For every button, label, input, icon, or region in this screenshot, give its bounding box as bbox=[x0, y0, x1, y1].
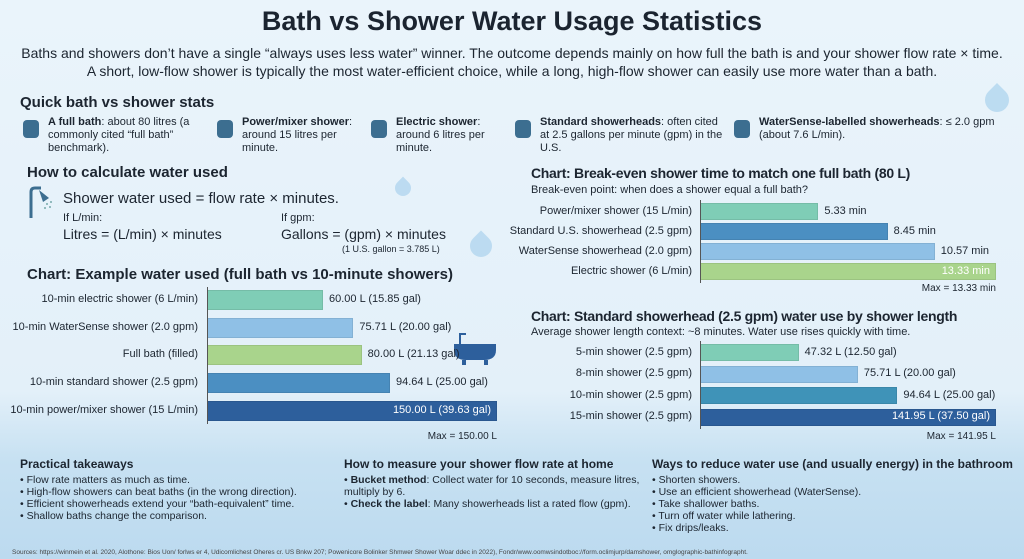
calc-heading: How to calculate water used bbox=[27, 164, 228, 181]
bar bbox=[700, 243, 935, 260]
chart2-title: Chart: Break-even shower time to match o… bbox=[531, 165, 911, 181]
bathtub-icon bbox=[454, 333, 496, 365]
quick-stat-item: Power/mixer shower: around 15 litres per… bbox=[214, 116, 364, 155]
calc-gpm-label: If gpm: bbox=[281, 212, 315, 224]
bar-value-label: 13.33 min bbox=[941, 264, 990, 277]
bar bbox=[700, 387, 898, 404]
list-item: Take shallower baths. bbox=[652, 498, 1022, 510]
quick-stat-text: Standard showerheads: often cited at 2.5… bbox=[540, 116, 723, 154]
list-item: Shorten showers. bbox=[652, 474, 1022, 486]
bar-value-label: 94.64 L (25.00 gal) bbox=[395, 376, 488, 389]
bar-label: 10-min power/mixer shower (15 L/min) bbox=[10, 403, 198, 416]
bar-value-label: 80.00 L (21.13 gal) bbox=[367, 348, 460, 361]
bar-label: 15-min shower (2.5 gpm) bbox=[569, 410, 692, 422]
water-drop-decoration bbox=[465, 230, 497, 262]
water-drop-decoration bbox=[391, 176, 415, 200]
bar-label: 5-min shower (2.5 gpm) bbox=[575, 345, 692, 358]
quick-stat-text: A full bath: about 80 litres (a commonly… bbox=[48, 116, 190, 154]
list-item: Flow rate matters as much as time. bbox=[20, 474, 338, 486]
list-item: High-flow showers can beat baths (in the… bbox=[20, 486, 338, 498]
max-label: Max = 13.33 min bbox=[921, 283, 996, 294]
bar bbox=[700, 344, 799, 361]
subtitle-line: Baths and showers don’t have a single “a… bbox=[21, 45, 1003, 61]
bar bbox=[207, 345, 362, 366]
calc-lmin-label: If L/min: bbox=[63, 212, 103, 224]
watersense-badge-icon bbox=[734, 120, 750, 138]
showerhead-icon bbox=[515, 120, 531, 138]
list-item: Fix drips/leaks. bbox=[652, 522, 1022, 534]
shower-head-icon bbox=[29, 186, 52, 218]
chart3-subtitle: Average shower length context: ~8 minute… bbox=[531, 326, 911, 338]
bar bbox=[700, 203, 819, 220]
chart1-title: Chart: Example water used (full bath vs … bbox=[27, 266, 453, 283]
sources: Sources: https://winmein et al. 2020, Al… bbox=[12, 549, 748, 556]
reduce-section: Ways to reduce water use (and usually en… bbox=[652, 458, 1022, 534]
bar-label: 8-min shower (2.5 gpm) bbox=[575, 367, 692, 379]
bar-value-label: 94.64 L (25.00 gal) bbox=[903, 388, 996, 401]
bar-value-label: 10.57 min bbox=[940, 244, 990, 257]
axis-line bbox=[207, 287, 208, 424]
bar-value-label: 8.45 min bbox=[893, 224, 936, 237]
measure-section: How to measure your shower flow rate at … bbox=[344, 458, 644, 510]
calc-lmin-formula: Litres = (L/min) × minutes bbox=[63, 226, 222, 242]
page-title: Bath vs Shower Water Usage Statistics bbox=[261, 6, 763, 36]
bar-label: Power/mixer shower (15 L/min) bbox=[539, 204, 692, 217]
bar-value-label: 60.00 L (15.85 gal) bbox=[329, 293, 421, 305]
list-item: Efficient showerheads extend your “bath-… bbox=[20, 498, 338, 510]
bar bbox=[700, 223, 888, 240]
bar-label: Electric shower (6 L/min) bbox=[570, 264, 692, 277]
measure-heading: How to measure your shower flow rate at … bbox=[344, 457, 614, 471]
list-item: Use an efficient showerhead (WaterSense)… bbox=[652, 486, 1022, 498]
bar-value-label: 75.71 L (20.00 gal) bbox=[863, 367, 956, 379]
quick-stat-item: A full bath: about 80 litres (a commonly… bbox=[20, 116, 210, 155]
bathtub-icon bbox=[23, 120, 39, 138]
bar-label: WaterSense showerhead (2.0 gpm) bbox=[518, 244, 692, 257]
list-item: Turn off water while lathering. bbox=[652, 510, 1022, 522]
chart2-subtitle: Break-even point: when does a shower equ… bbox=[531, 184, 809, 196]
bar-label: 10-min standard shower (2.5 gpm) bbox=[29, 376, 198, 389]
bar-value-label: 150.00 L (39.63 gal) bbox=[392, 403, 491, 416]
bar-value-label: 5.33 min bbox=[824, 204, 867, 217]
shower-head-icon bbox=[217, 120, 233, 138]
quick-stat-text: Power/mixer shower: around 15 litres per… bbox=[242, 116, 353, 154]
calc-main: Shower water used = flow rate × minutes. bbox=[63, 190, 339, 207]
quick-stats-heading: Quick bath vs shower stats bbox=[20, 94, 215, 111]
list-item: Check the label: Many showerheads list a… bbox=[344, 498, 644, 510]
electric-shower-icon bbox=[371, 120, 387, 138]
bar-value-label: 141.95 L (37.50 gal) bbox=[891, 410, 990, 422]
calc-gpm-note: (1 U.S. gallon = 3.785 L) bbox=[342, 244, 440, 254]
takeaways-section: Practical takeaways Flow rate matters as… bbox=[20, 458, 338, 522]
bar-label: Full bath (filled) bbox=[122, 348, 198, 361]
water-drop-decoration bbox=[980, 83, 1014, 117]
subtitle: Baths and showers don’t have a single “a… bbox=[7, 44, 1017, 80]
bar bbox=[207, 373, 390, 394]
bar bbox=[207, 317, 354, 338]
list-item: Shallow baths change the comparison. bbox=[20, 510, 338, 522]
takeaways-heading: Practical takeaways bbox=[20, 457, 134, 471]
bar bbox=[207, 290, 323, 310]
chart3-title: Chart: Standard showerhead (2.5 gpm) wat… bbox=[531, 308, 958, 324]
bar bbox=[700, 365, 858, 383]
max-label: Max = 150.00 L bbox=[427, 431, 497, 442]
bar-label: Standard U.S. showerhead (2.5 gpm) bbox=[509, 224, 692, 237]
bar-label: 10-min shower (2.5 gpm) bbox=[569, 388, 692, 401]
quick-stat-text: Electric shower: around 6 litres per min… bbox=[396, 116, 485, 154]
quick-stat-item: Electric shower: around 6 litres per min… bbox=[368, 116, 508, 155]
calc-gpm-formula: Gallons = (gpm) × minutes bbox=[281, 226, 446, 242]
list-item: Bucket method: Collect water for 10 seco… bbox=[344, 474, 644, 498]
quick-stat-item: Standard showerheads: often cited at 2.5… bbox=[512, 116, 727, 155]
quick-stat-text: WaterSense-labelled showerheads: ≤ 2.0 g… bbox=[759, 116, 995, 141]
axis-line bbox=[700, 200, 701, 283]
bar-value-label: 47.32 L (12.50 gal) bbox=[804, 345, 897, 358]
bar-value-label: 75.71 L (20.00 gal) bbox=[359, 320, 452, 333]
axis-line bbox=[700, 341, 701, 429]
quick-stat-item: WaterSense-labelled showerheads: ≤ 2.0 g… bbox=[731, 116, 1006, 142]
subtitle-line: A short, low-flow shower is typically th… bbox=[86, 63, 938, 79]
reduce-heading: Ways to reduce water use (and usually en… bbox=[652, 457, 1013, 471]
bar-label: 10-min WaterSense shower (2.0 gpm) bbox=[12, 320, 198, 333]
max-label: Max = 141.95 L bbox=[926, 431, 996, 442]
bar-label: 10-min electric shower (6 L/min) bbox=[41, 293, 199, 305]
